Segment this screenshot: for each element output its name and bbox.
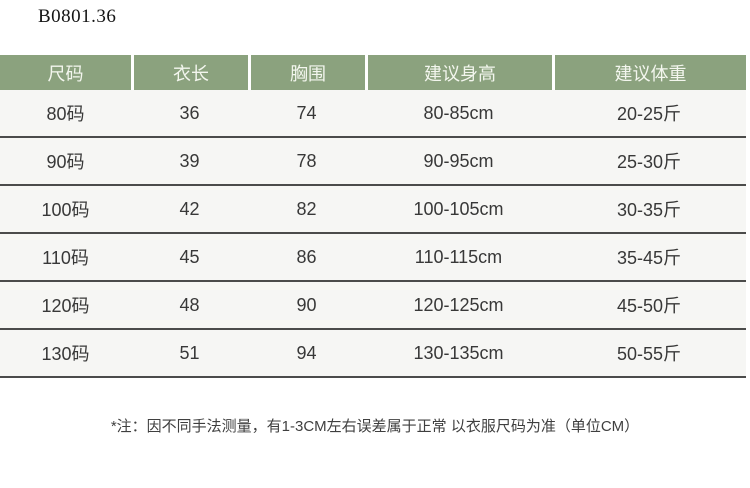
table-cell-chest: 78	[296, 150, 317, 171]
table-cell-height: 100-105cm	[413, 198, 504, 219]
table-cell-chest: 86	[296, 246, 317, 267]
table-row: 130码 51 94 130-135cm 50-55斤	[0, 330, 746, 378]
table-cell-weight: 20-25斤	[616, 104, 682, 124]
table-cell-length: 45	[179, 246, 200, 267]
table-cell-length: 42	[179, 198, 200, 219]
table-cell-height: 90-95cm	[423, 150, 494, 171]
table-cell-chest: 94	[296, 342, 317, 363]
table-cell-height: 130-135cm	[413, 342, 504, 363]
table-cell-weight: 30-35斤	[616, 200, 682, 220]
page-title: B0801.36	[38, 6, 117, 27]
table-cell-weight: 45-50斤	[616, 296, 682, 316]
header-cell-length: 衣长	[131, 55, 248, 90]
footnote: *注：因不同手法测量，有1-3CM左右误差属于正常 以衣服尺码为准（单位CM）	[110, 418, 640, 435]
table-cell-weight: 25-30斤	[616, 152, 682, 172]
table-cell-chest: 74	[296, 102, 317, 123]
table-cell-height: 120-125cm	[413, 294, 504, 315]
table-header-row: 尺码 衣长 胸围 建议身高 建议体重	[0, 55, 746, 90]
table-cell-weight: 50-55斤	[616, 344, 682, 364]
header-cell-height: 建议身高	[365, 55, 552, 90]
table-cell-weight: 35-45斤	[616, 248, 682, 268]
header-cell-weight: 建议体重	[552, 55, 746, 90]
table-row: 80码 36 74 80-85cm 20-25斤	[0, 90, 746, 138]
table-cell-height: 110-115cm	[414, 246, 503, 267]
table-cell-chest: 82	[296, 198, 317, 219]
table-cell-size: 90码	[46, 152, 85, 172]
table-cell-chest: 90	[296, 294, 317, 315]
table-row: 90码 39 78 90-95cm 25-30斤	[0, 138, 746, 186]
table-cell-height: 80-85cm	[423, 102, 494, 123]
table-cell-size: 120码	[41, 296, 90, 316]
table-row: 120码 48 90 120-125cm 45-50斤	[0, 282, 746, 330]
table-cell-length: 39	[179, 150, 200, 171]
table-cell-length: 48	[179, 294, 200, 315]
header-cell-size: 尺码	[0, 55, 131, 90]
size-table: 尺码 衣长 胸围 建议身高 建议体重 80码 36 74 80-85cm 20-…	[0, 55, 746, 378]
header-cell-chest: 胸围	[248, 55, 365, 90]
table-row: 110码 45 86 110-115cm 35-45斤	[0, 234, 746, 282]
table-cell-size: 80码	[46, 104, 85, 124]
table-cell-length: 51	[179, 342, 200, 363]
table-cell-size: 130码	[41, 344, 90, 364]
table-cell-size: 110码	[42, 248, 89, 268]
table-row: 100码 42 82 100-105cm 30-35斤	[0, 186, 746, 234]
table-cell-length: 36	[179, 102, 200, 123]
table-cell-size: 100码	[41, 200, 90, 220]
